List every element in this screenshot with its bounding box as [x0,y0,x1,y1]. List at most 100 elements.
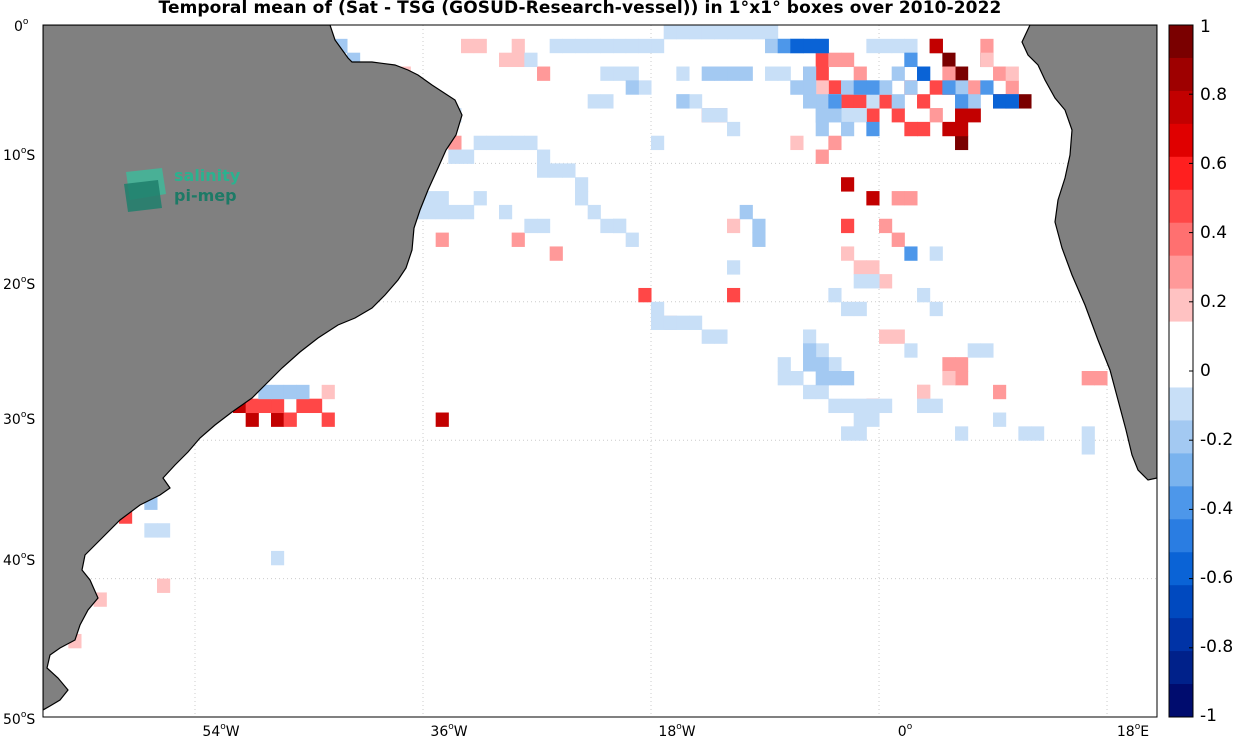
data-cell [271,550,285,566]
lon-label-54w: 54oW [202,722,240,740]
data-cell [891,94,905,109]
data-cell [689,315,703,330]
data-cell [739,204,753,220]
data-cell [435,204,449,220]
data-cell [942,357,956,372]
data-cell [5,662,18,676]
data-cell [879,38,893,54]
data-cell [891,38,905,54]
data-cell [499,52,513,68]
data-cell [955,135,969,151]
data-cell [866,191,880,206]
data-cell [853,108,867,123]
data-cell [828,287,842,303]
data-cell [866,260,880,275]
data-cell [866,94,880,109]
data-cell [891,191,905,206]
data-cell [144,523,158,538]
data-cell [828,357,842,372]
data-cell [1018,94,1032,109]
data-cell [828,80,842,95]
colorbar-segment [1169,189,1193,224]
data-cell [841,398,855,414]
data-cell [638,38,652,54]
colorbar-label-neg1: -1 [1200,706,1217,726]
data-cell [841,94,855,109]
data-cell [841,177,855,192]
data-cell [714,66,728,81]
data-cell [891,329,905,344]
data-cell [790,38,804,54]
data-cell [828,108,842,123]
colorbar-segment [1169,156,1193,191]
data-cell [967,94,981,109]
data-cell [879,94,893,109]
data-cell [1081,371,1095,386]
data-cell [587,204,601,220]
data-cell [701,108,715,123]
data-cell [955,357,969,372]
data-cell [511,52,525,68]
data-cell [1081,440,1095,455]
data-cell [853,260,867,275]
data-cell [714,329,728,344]
data-cell [499,135,513,151]
colorbar-segment [1169,288,1193,323]
data-cell [575,38,589,54]
data-cell [473,135,487,151]
data-cell [980,52,994,68]
data-cell [777,357,791,372]
colorbar-segment [1169,321,1193,356]
data-cell [625,232,639,247]
lat-label-10s: 10oS [3,146,36,164]
colorbar-label-0.6: 0.6 [1200,154,1228,174]
data-cell [815,149,829,164]
data-cell [904,80,918,95]
colorbar-label-0.4: 0.4 [1200,223,1228,243]
data-cell [587,38,601,54]
colorbar-segment [1169,255,1193,290]
data-cell [727,218,741,234]
data-cell [473,191,487,206]
data-cell [448,204,462,220]
data-cell [727,25,741,40]
data-cell [803,94,817,109]
data-cell [815,343,829,358]
data-cell [879,274,893,289]
colorbar-segment [1169,684,1193,718]
data-cell [803,357,817,372]
data-cell [815,94,829,109]
data-cell [853,426,867,441]
data-cell [524,218,538,234]
data-cell [815,371,829,386]
data-cell [283,384,297,400]
logo-icon [124,168,166,212]
data-cell [841,52,855,68]
data-cell [853,94,867,109]
data-cell [157,523,171,538]
data-cell [879,80,893,95]
data-cell [613,38,627,54]
data-cell [853,301,867,317]
data-cell [828,94,842,109]
data-cell [942,80,956,95]
data-cell [651,135,665,151]
data-cell [701,66,715,81]
data-cell [815,52,829,68]
gridlines [43,25,1157,717]
data-cell [841,108,855,123]
data-cell [625,80,639,95]
data-cell [929,38,943,54]
data-cell [5,675,18,689]
data-cell [942,371,956,386]
data-cell [815,38,829,54]
data-cell [739,66,753,81]
data-cell [828,135,842,151]
data-cell [917,398,931,414]
data-cell [600,218,614,234]
lon-label-18w: 18oW [658,722,696,740]
data-cell [613,218,627,234]
data-cell [0,689,5,703]
data-cell [917,66,931,81]
data-cell [271,412,285,427]
